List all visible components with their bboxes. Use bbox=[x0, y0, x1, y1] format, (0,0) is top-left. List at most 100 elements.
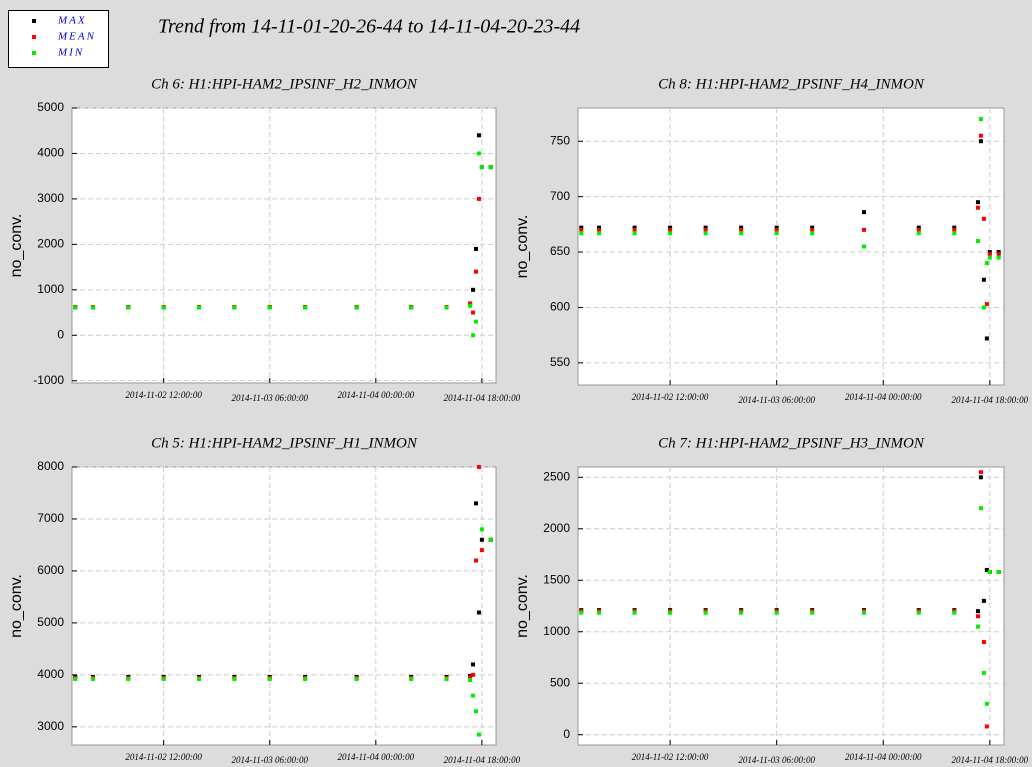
data-point bbox=[232, 677, 237, 682]
plot-area bbox=[577, 107, 1005, 386]
data-point bbox=[597, 227, 602, 232]
x-tick-label: 2014-11-03 06:00:00 bbox=[738, 395, 815, 405]
data-point bbox=[978, 117, 983, 122]
data-point bbox=[774, 610, 779, 615]
data-point bbox=[597, 231, 602, 236]
data-point bbox=[476, 151, 481, 156]
plot-area bbox=[71, 107, 497, 384]
legend-label: MEAN bbox=[57, 31, 96, 43]
data-point bbox=[471, 662, 476, 667]
data-point bbox=[739, 225, 744, 230]
x-tick-label: 2014-11-04 00:00:00 bbox=[338, 752, 415, 762]
data-point bbox=[126, 677, 131, 682]
x-tick-label: 2014-11-02 12:00:00 bbox=[632, 392, 709, 402]
data-point bbox=[488, 537, 493, 542]
data-point bbox=[267, 677, 272, 682]
data-point bbox=[476, 196, 481, 201]
data-point bbox=[975, 200, 980, 205]
data-point bbox=[984, 701, 989, 706]
data-point bbox=[579, 231, 584, 236]
data-point bbox=[996, 570, 1001, 575]
legend-swatch bbox=[32, 19, 36, 23]
data-point bbox=[774, 225, 779, 230]
data-point bbox=[90, 677, 95, 682]
y-tick-label: 1000 bbox=[37, 282, 64, 296]
x-tick-label: 2014-11-04 00:00:00 bbox=[845, 752, 922, 762]
y-axis-label: no_conv. bbox=[8, 214, 25, 278]
data-point bbox=[978, 506, 983, 511]
y-axis-label: no_conv. bbox=[514, 215, 531, 279]
data-point bbox=[703, 227, 708, 232]
data-point bbox=[579, 610, 584, 615]
y-tick-label: 600 bbox=[550, 300, 570, 314]
y-tick-label: 4000 bbox=[37, 667, 64, 681]
data-point bbox=[303, 677, 308, 682]
data-point bbox=[444, 677, 449, 682]
data-point bbox=[703, 231, 708, 236]
data-point bbox=[987, 570, 992, 575]
data-point bbox=[197, 305, 202, 310]
y-tick-label: 0 bbox=[563, 727, 570, 741]
x-tick-label: 2014-11-03 06:00:00 bbox=[738, 755, 815, 765]
legend-swatch bbox=[32, 51, 36, 55]
y-tick-label: 6000 bbox=[37, 563, 64, 577]
data-point bbox=[981, 305, 986, 310]
data-point bbox=[739, 227, 744, 232]
data-point bbox=[810, 227, 815, 232]
data-point bbox=[981, 277, 986, 282]
chart-title: Ch 6: H1:HPI-HAM2_IPSINF_H2_INMON bbox=[151, 76, 418, 92]
data-point bbox=[267, 305, 272, 310]
y-axis-label: no_conv. bbox=[8, 574, 25, 638]
data-point bbox=[476, 133, 481, 138]
chart-title: Ch 5: H1:HPI-HAM2_IPSINF_H1_INMON bbox=[151, 435, 418, 451]
chart-title: Ch 8: H1:HPI-HAM2_IPSINF_H4_INMON bbox=[658, 76, 925, 92]
data-point bbox=[579, 225, 584, 230]
data-point bbox=[978, 139, 983, 144]
data-point bbox=[861, 244, 866, 249]
data-point bbox=[473, 709, 478, 714]
data-point bbox=[161, 305, 166, 310]
data-point bbox=[473, 319, 478, 324]
data-point bbox=[978, 475, 983, 480]
data-point bbox=[739, 231, 744, 236]
y-tick-label: 2000 bbox=[37, 237, 64, 251]
y-tick-label: 4000 bbox=[37, 146, 64, 160]
data-point bbox=[978, 133, 983, 138]
y-tick-label: 700 bbox=[550, 189, 570, 203]
x-tick-label: 2014-11-04 00:00:00 bbox=[845, 392, 922, 402]
data-point bbox=[471, 287, 476, 292]
data-point bbox=[632, 225, 637, 230]
y-tick-label: 750 bbox=[550, 133, 570, 147]
data-point bbox=[409, 677, 414, 682]
data-point bbox=[476, 610, 481, 615]
data-point bbox=[73, 677, 78, 682]
data-point bbox=[996, 252, 1001, 257]
data-point bbox=[975, 238, 980, 243]
x-tick-label: 2014-11-04 18:00:00 bbox=[444, 755, 521, 765]
y-tick-label: 550 bbox=[550, 355, 570, 369]
data-point bbox=[984, 336, 989, 341]
data-point bbox=[810, 225, 815, 230]
y-tick-label: 3000 bbox=[37, 719, 64, 733]
data-point bbox=[476, 465, 481, 469]
data-point bbox=[981, 640, 986, 645]
data-point bbox=[488, 165, 493, 170]
data-point bbox=[471, 310, 476, 315]
data-point bbox=[861, 610, 866, 615]
data-point bbox=[668, 231, 673, 236]
y-tick-label: 1500 bbox=[543, 572, 570, 586]
data-point bbox=[996, 255, 1001, 260]
data-point bbox=[996, 250, 1001, 255]
data-point bbox=[479, 537, 484, 542]
data-point bbox=[468, 678, 473, 683]
data-point bbox=[978, 470, 983, 475]
y-tick-label: 2500 bbox=[543, 469, 570, 483]
data-point bbox=[987, 252, 992, 257]
data-point bbox=[981, 216, 986, 221]
x-tick-label: 2014-11-04 00:00:00 bbox=[338, 390, 415, 400]
data-point bbox=[952, 231, 957, 236]
data-point bbox=[987, 255, 992, 260]
data-point bbox=[981, 598, 986, 603]
data-point bbox=[579, 227, 584, 232]
data-point bbox=[861, 227, 866, 232]
